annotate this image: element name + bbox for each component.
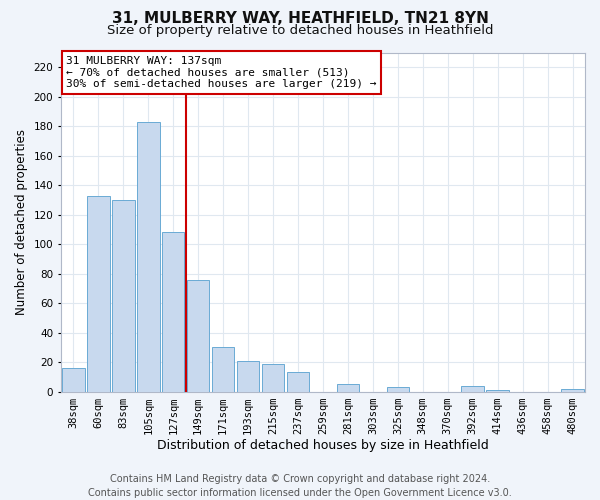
Bar (287, 372, 309, 392)
Bar (487, 390, 509, 392)
Bar (337, 384, 359, 392)
Bar (112, 200, 134, 392)
Bar (187, 280, 209, 392)
Y-axis label: Number of detached properties: Number of detached properties (15, 129, 28, 315)
Bar (262, 364, 284, 392)
Text: Contains HM Land Registry data © Crown copyright and database right 2024.
Contai: Contains HM Land Registry data © Crown c… (88, 474, 512, 498)
Text: Size of property relative to detached houses in Heathfield: Size of property relative to detached ho… (107, 24, 493, 37)
Bar (87, 196, 110, 392)
X-axis label: Distribution of detached houses by size in Heathfield: Distribution of detached houses by size … (157, 440, 489, 452)
Bar (386, 387, 409, 392)
Bar (461, 386, 484, 392)
Bar (62, 368, 85, 392)
Bar (212, 348, 235, 392)
Text: 31, MULBERRY WAY, HEATHFIELD, TN21 8YN: 31, MULBERRY WAY, HEATHFIELD, TN21 8YN (112, 11, 488, 26)
Bar (561, 388, 584, 392)
Text: 31 MULBERRY WAY: 137sqm
← 70% of detached houses are smaller (513)
30% of semi-d: 31 MULBERRY WAY: 137sqm ← 70% of detache… (66, 56, 377, 89)
Bar (237, 360, 259, 392)
Bar (137, 122, 160, 392)
Bar (162, 232, 184, 392)
